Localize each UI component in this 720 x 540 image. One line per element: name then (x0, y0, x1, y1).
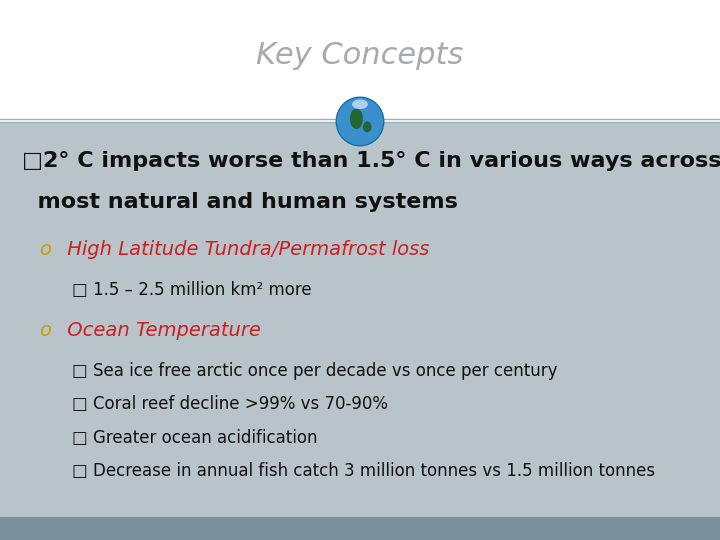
Text: most natural and human systems: most natural and human systems (22, 192, 457, 212)
Text: High Latitude Tundra/Permafrost loss: High Latitude Tundra/Permafrost loss (61, 240, 430, 259)
FancyBboxPatch shape (0, 517, 720, 540)
Ellipse shape (352, 99, 368, 109)
Ellipse shape (363, 122, 372, 132)
Text: □2° C impacts worse than 1.5° C in various ways across: □2° C impacts worse than 1.5° C in vario… (22, 151, 720, 171)
Text: □ Decrease in annual fish catch 3 million tonnes vs 1.5 million tonnes: □ Decrease in annual fish catch 3 millio… (72, 462, 655, 480)
Ellipse shape (350, 109, 363, 129)
Text: □ Coral reef decline >99% vs 70-90%: □ Coral reef decline >99% vs 70-90% (72, 395, 388, 413)
Text: □ 1.5 – 2.5 million km² more: □ 1.5 – 2.5 million km² more (72, 281, 312, 299)
Text: Key Concepts: Key Concepts (256, 41, 464, 70)
Text: Ocean Temperature: Ocean Temperature (61, 321, 261, 340)
Text: □ Greater ocean acidification: □ Greater ocean acidification (72, 429, 318, 447)
Ellipse shape (336, 97, 384, 146)
Text: □ Sea ice free arctic once per decade vs once per century: □ Sea ice free arctic once per decade vs… (72, 362, 557, 380)
FancyBboxPatch shape (0, 0, 720, 122)
FancyBboxPatch shape (0, 122, 720, 517)
Text: o: o (40, 240, 51, 259)
Text: o: o (40, 321, 51, 340)
